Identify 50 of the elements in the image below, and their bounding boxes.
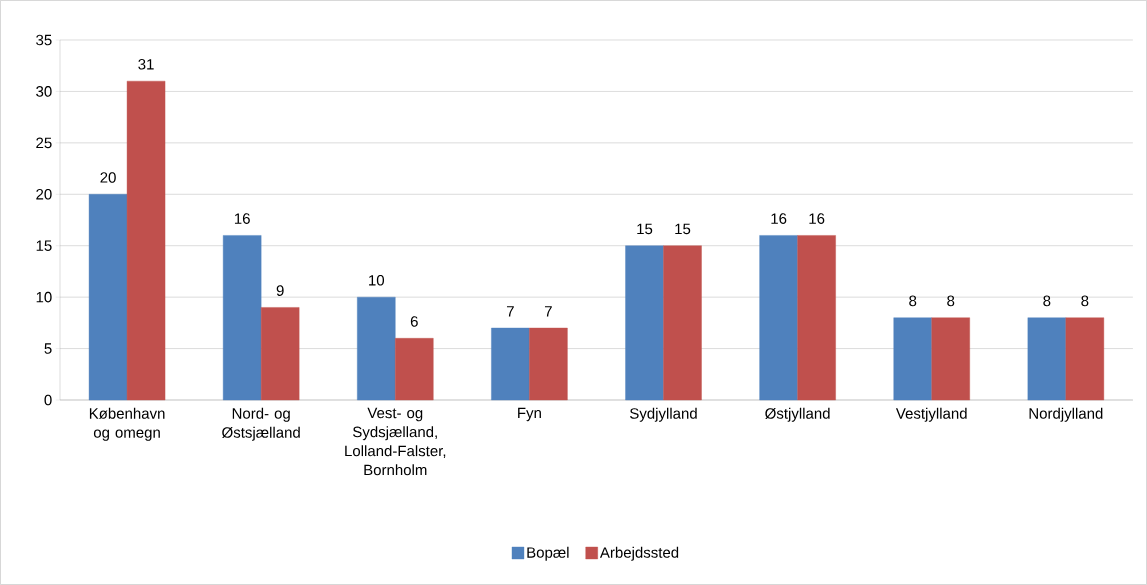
bar	[529, 327, 568, 401]
bar	[759, 235, 798, 401]
data-label: 8	[947, 295, 955, 307]
data-label: 10	[369, 275, 385, 286]
data-label: 16	[234, 213, 250, 224]
bar	[893, 317, 932, 401]
data-label: 20	[100, 172, 116, 183]
y-tick-label: 35	[36, 34, 52, 46]
data-label: 15	[675, 223, 691, 235]
y-tick-label: 0	[44, 394, 52, 406]
y-tick-label: 10	[36, 291, 52, 303]
bar	[126, 80, 166, 401]
data-label: 8	[1043, 295, 1051, 307]
legend-label: Arbejdssted	[599, 546, 679, 561]
bar	[1065, 317, 1105, 401]
bar	[88, 194, 128, 401]
bar	[222, 235, 262, 401]
bar	[357, 296, 396, 401]
x-tick-label: København og omegn	[89, 407, 165, 441]
bar	[625, 245, 664, 401]
data-label: 16	[809, 213, 825, 224]
data-label: 16	[771, 213, 787, 224]
x-tick-label: Vest- og Sydsjælland, Lolland-Falster, Bornholm	[345, 407, 446, 476]
x-tick-label: Nord- og Østsjælland	[222, 407, 300, 441]
data-label: 7	[506, 306, 514, 317]
x-tick-label: Fyn	[518, 407, 541, 422]
data-label: 8	[1081, 295, 1089, 307]
bar	[931, 317, 970, 401]
bar	[260, 307, 300, 401]
x-tick-label: Vestjylland	[895, 407, 967, 422]
data-label: 8	[909, 295, 917, 307]
bar	[395, 338, 434, 401]
data-label: 9	[276, 285, 284, 296]
y-tick-label: 20	[36, 188, 52, 200]
bar	[491, 327, 530, 401]
x-tick-label: Sydjylland	[630, 407, 697, 422]
legend-label: Bopæl	[527, 546, 569, 561]
y-tick-label: 25	[36, 137, 52, 149]
data-label: 7	[544, 306, 552, 317]
x-tick-label: Nordjylland	[1029, 407, 1103, 422]
y-tick-label: 5	[44, 343, 52, 354]
y-tick-label: 30	[36, 86, 52, 97]
data-label: 6	[410, 316, 418, 327]
bar	[1027, 317, 1067, 401]
data-label: 31	[138, 59, 154, 70]
bar	[663, 245, 702, 401]
x-tick-label: Østjylland	[765, 407, 830, 422]
data-label: 15	[637, 223, 653, 235]
bar	[797, 235, 836, 401]
y-tick-label: 15	[36, 240, 52, 251]
